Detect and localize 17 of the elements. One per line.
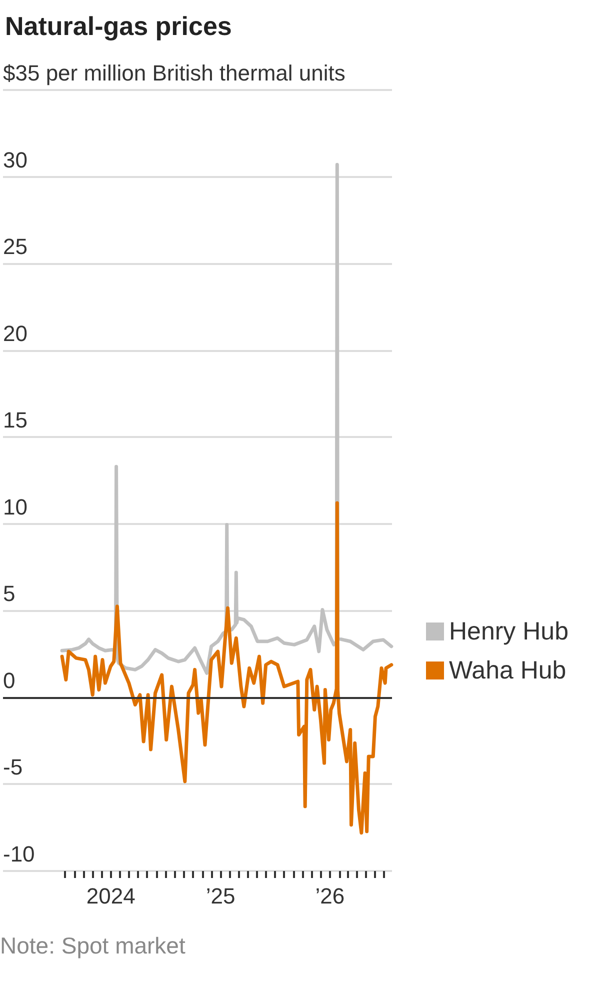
x-tick-label: ’25 xyxy=(206,884,236,908)
legend-label: Henry Hub xyxy=(449,618,568,646)
x-tick-label: ’26 xyxy=(315,884,345,908)
y-tick-label: 15 xyxy=(3,408,28,433)
y-tick-label: 30 xyxy=(3,147,28,172)
y-tick-label: $35 per million British thermal units xyxy=(3,60,346,86)
legend-label: Waha Hub xyxy=(449,656,566,684)
text: Note: Spot market xyxy=(0,932,186,958)
y-tick-label: 20 xyxy=(3,320,28,346)
y-tick-label: 5 xyxy=(3,581,16,606)
y-tick-label: -5 xyxy=(3,754,23,780)
x-tick-label: 2024 xyxy=(86,884,136,908)
y-tick-label: 25 xyxy=(3,234,28,260)
y-tick-label: 0 xyxy=(3,668,16,693)
y-tick-label: -10 xyxy=(3,842,35,866)
y-tick-label: 10 xyxy=(3,494,28,520)
chart-title: Natural-gas prices xyxy=(5,11,232,41)
